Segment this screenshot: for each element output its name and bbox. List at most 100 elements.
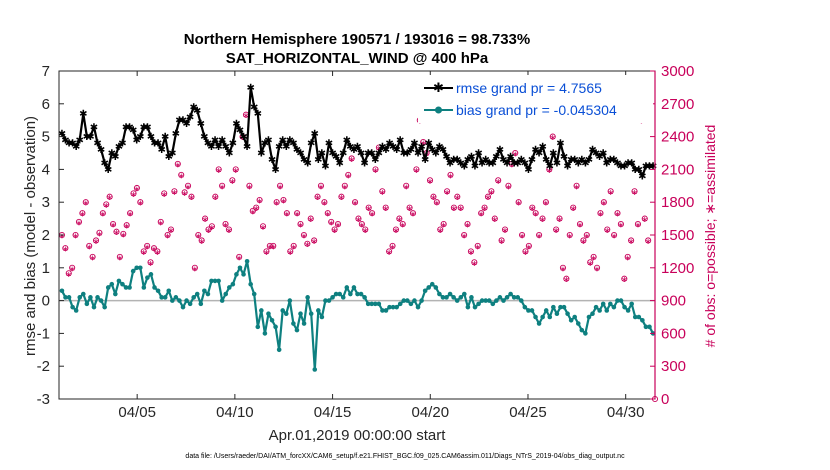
rmse-point: ✱ [592, 149, 600, 160]
bias-point [469, 295, 474, 300]
obs-assimilated-point: ∗ [590, 253, 597, 262]
obs-assimilated-point: ∗ [106, 193, 113, 202]
rmse-point: ✱ [624, 158, 632, 169]
bias-point [348, 291, 353, 297]
obs-possible-point [130, 190, 137, 197]
bias-point [330, 295, 335, 300]
y-tick-label: 0 [42, 293, 50, 310]
rmse-point: ✱ [421, 155, 429, 166]
obs-possible-point [532, 210, 539, 217]
bias-point [80, 291, 86, 297]
obs-assimilated-point: ∗ [508, 160, 515, 169]
obs-assimilated-point: ∗ [583, 232, 590, 241]
obs-possible-point [611, 231, 618, 239]
obs-assimilated-point: ∗ [318, 182, 325, 191]
bias-point [643, 324, 649, 330]
obs-assimilated-point: ∗ [512, 150, 519, 159]
rmse-point: ✱ [585, 155, 593, 166]
bias-point [583, 331, 588, 336]
obs-assimilated-point: ∗ [365, 204, 372, 213]
obs-assimilated-point: ∗ [427, 177, 434, 186]
obs-assimilated-point: ∗ [546, 166, 553, 175]
obs-possible-point [471, 259, 478, 266]
obs-assimilated-point: ∗ [386, 248, 393, 257]
obs-assimilated-point: ∗ [389, 242, 396, 251]
bias-point [508, 291, 513, 297]
bias-point [73, 308, 79, 313]
obs-possible-point [188, 193, 195, 200]
rmse-point: ✱ [157, 145, 165, 156]
obs-possible-point [358, 221, 365, 228]
chart-title: Northern Hemisphere 190571 / 193016 = 98… [184, 31, 530, 48]
y2-tick-label: 2700 [661, 96, 694, 113]
obs-assimilated-point: ∗ [618, 221, 625, 230]
obs-possible-point [399, 221, 406, 228]
obs-assimilated-point: ∗ [117, 253, 124, 262]
rmse-point: ✱ [321, 162, 329, 173]
obs-possible-point [140, 248, 147, 255]
bias-point [230, 281, 236, 287]
bias-point [615, 298, 620, 303]
rmse-point: ✱ [168, 149, 176, 160]
rmse-point: ✱ [193, 106, 201, 117]
bias-point [283, 311, 289, 317]
obs-possible-point [75, 218, 83, 225]
bias-point [333, 291, 339, 297]
bias-point [447, 291, 453, 297]
rmse-point: ✱ [111, 152, 119, 163]
obs-assimilated-point: ∗ [284, 210, 291, 219]
y-tick-label: 1 [42, 260, 50, 277]
rmse-point: ✱ [517, 155, 525, 166]
obs-assimilated-point: ∗ [82, 199, 89, 208]
rmse-point: ✱ [503, 158, 511, 169]
rmse-point: ✱ [368, 149, 376, 160]
bias-point [337, 291, 342, 297]
obs-possible-point [389, 242, 396, 249]
bias-point [636, 314, 642, 320]
obs-possible-point [259, 223, 267, 230]
obs-possible-point [290, 242, 297, 249]
obs-assimilated-point: ∗ [205, 226, 212, 235]
rmse-point: ✱ [649, 162, 657, 173]
rmse-point: ✱ [275, 142, 283, 153]
y2-tick-label: 600 [661, 325, 686, 342]
rmse-point: ✱ [396, 135, 404, 146]
obs-possible-point [314, 193, 321, 200]
rmse-point: ✱ [410, 139, 418, 150]
rmse-point: ✱ [147, 132, 155, 143]
obs-possible-point [426, 177, 434, 184]
legend: ✱ rmse grand pr = 4.7565 bias grand pr =… [418, 75, 653, 123]
obs-assimilated-point: ∗ [188, 193, 195, 202]
plot-area [59, 71, 655, 399]
obs-possible-point [171, 188, 178, 195]
obs-assimilated-point: ∗ [495, 177, 502, 186]
obs-assimilated-point: ∗ [594, 264, 601, 273]
rmse-point: ✱ [588, 145, 596, 156]
obs-possible-point [433, 199, 440, 206]
x-tick-label: 04/20 [412, 404, 450, 421]
obs-possible-point [464, 221, 471, 228]
bias-point [647, 324, 652, 330]
rmse-point: ✱ [350, 145, 358, 156]
obs-possible-point [406, 204, 413, 211]
obs-possible-point [321, 199, 328, 206]
obs-possible-point [178, 171, 185, 178]
rmse-point: ✱ [222, 142, 230, 153]
bias-point [162, 295, 168, 300]
bias-point [291, 321, 296, 326]
rmse-point: ✱ [311, 129, 319, 140]
obs-possible-point [430, 193, 437, 200]
obs-possible-point [447, 171, 454, 178]
obs-assimilated-point: ∗ [641, 215, 648, 224]
obs-assimilated-point: ∗ [587, 259, 594, 268]
bias-point [276, 347, 282, 353]
rmse-point: ✱ [118, 139, 126, 150]
obs-possible-point [99, 210, 106, 217]
rmse-point: ✱ [161, 132, 169, 143]
obs-assimilated-point: ∗ [481, 204, 488, 213]
obs-assimilated-point: ∗ [604, 226, 611, 235]
obs-assimilated-point: ∗ [359, 221, 366, 230]
rmse-point: ✱ [524, 165, 532, 176]
obs-possible-point [512, 149, 519, 157]
bias-point [600, 301, 606, 307]
